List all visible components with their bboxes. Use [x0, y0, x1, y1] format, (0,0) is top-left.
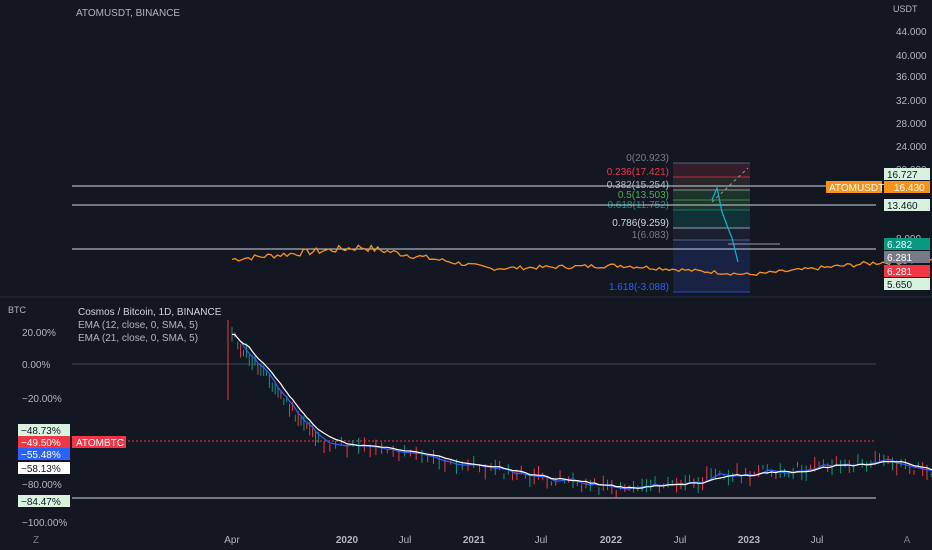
bottom-pane-title: Cosmos / Bitcoin, 1D, BINANCE [78, 307, 222, 318]
fib-zone [673, 228, 750, 240]
price-tag: 5.650 [887, 280, 912, 291]
x-axis-tick-label: 2020 [336, 535, 359, 546]
fib-zone [673, 190, 750, 200]
top-y-tick-label: 36.000 [896, 72, 927, 83]
price-tag: 6.281 [887, 267, 912, 278]
x-axis-tick-label: 2022 [600, 535, 623, 546]
fib-zone [673, 177, 750, 190]
fib-level-label: 0.236(17.421) [607, 167, 669, 178]
price-tag: 13.460 [887, 201, 918, 212]
fib-zone [673, 210, 750, 228]
left-percent-tag: −48.73% [21, 426, 61, 437]
ema-12-line [231, 333, 932, 490]
top-y-tick-label: 28.000 [896, 119, 927, 130]
left-percent-tag: −49.50% [21, 438, 61, 449]
projection-arrow [711, 167, 749, 203]
bottom-y-tick-label: −80.00% [22, 480, 62, 491]
left-percent-tag-bg [18, 462, 70, 474]
atombtc-tag-bg [72, 436, 126, 448]
x-axis-tick-label: Jul [399, 535, 412, 546]
symbol-price-tag-bg [884, 181, 930, 193]
projection-path [711, 185, 739, 263]
x-axis-tick-label: 2023 [738, 535, 761, 546]
top-pane-title: ATOMUSDT, BINANCE [76, 8, 180, 19]
left-percent-tag-bg [18, 448, 70, 460]
top-currency-label: USDT [893, 4, 918, 14]
left-percent-tag-bg [18, 436, 70, 448]
x-axis-tick-label: Jul [811, 535, 824, 546]
left-percent-tag: −84.47% [21, 497, 61, 508]
atombtc-tag-label: ATOMBTC [76, 438, 124, 449]
top-y-tick-label: 40.000 [896, 51, 927, 62]
fib-level-label: 0.786(9.259) [612, 218, 669, 229]
x-axis-tick-label: 2021 [463, 535, 486, 546]
timezone-toggle[interactable]: Z [33, 535, 39, 546]
fib-zone [673, 163, 750, 177]
fib-level-label: 0.5(13.503) [618, 190, 669, 201]
symbol-tag-bg [826, 181, 882, 193]
price-tag-bg [884, 168, 930, 180]
left-percent-tag: −55.48% [21, 450, 61, 461]
fib-level-label: 1(6.083) [632, 230, 669, 241]
price-tag-bg [884, 199, 930, 211]
price-tag-bg [884, 265, 930, 277]
auto-scale-toggle[interactable]: A [904, 535, 911, 546]
price-tag-bg [884, 251, 930, 263]
bottom-currency-label: BTC [8, 305, 27, 315]
bottom-y-tick-label: 0.00% [22, 360, 50, 371]
symbol-tag-label: ATOMUSDT [829, 183, 884, 194]
ema-12-label: EMA (12, close, 0, SMA, 5) [78, 320, 198, 331]
top-y-tick-label: 24.000 [896, 142, 927, 153]
price-tag: 6.281 [887, 253, 912, 264]
bottom-y-tick-label: 20.00% [22, 328, 56, 339]
ema-21-label: EMA (21, close, 0, SMA, 5) [78, 333, 198, 344]
ema-21-line [231, 333, 932, 489]
atomusdt-price-line [231, 244, 932, 277]
price-tag-bg [884, 238, 930, 250]
x-axis-tick-label: Jul [674, 535, 687, 546]
price-tag-bg [884, 278, 930, 290]
price-tag: 16.727 [887, 170, 918, 181]
fib-zone [673, 240, 750, 292]
left-percent-tag-bg [18, 495, 70, 507]
x-axis-tick-label: Jul [535, 535, 548, 546]
fib-level-label: 1.618(-3.088) [609, 282, 669, 293]
bottom-y-tick-label: −20.00% [22, 394, 62, 405]
top-y-tick-label: 32.000 [896, 96, 927, 107]
left-percent-tag-bg [18, 424, 70, 436]
left-percent-tag: −58.13% [21, 464, 61, 475]
top-y-tick-label: 44.000 [896, 27, 927, 38]
bottom-y-tick-label: −100.00% [22, 518, 67, 529]
fib-level-label: 0(20.923) [626, 153, 669, 164]
x-axis-tick-label: Apr [224, 535, 240, 546]
price-tag: 6.282 [887, 240, 912, 251]
symbol-price-tag: 16.430 [894, 183, 925, 194]
